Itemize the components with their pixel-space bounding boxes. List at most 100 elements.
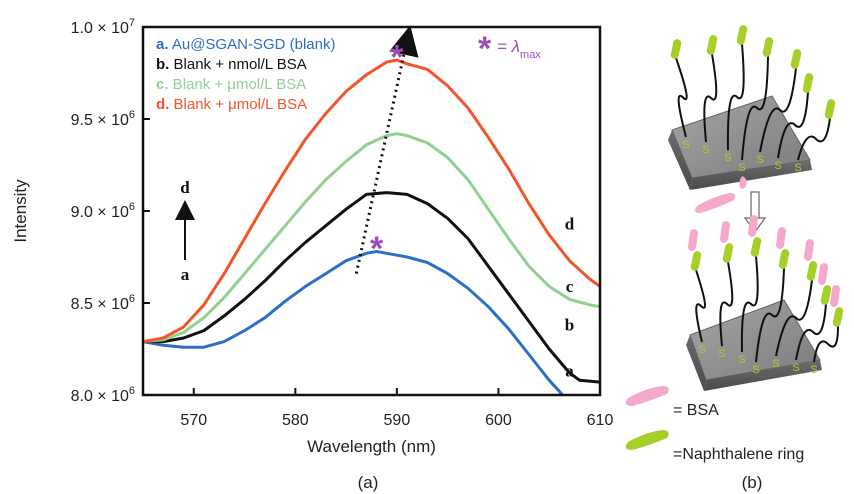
lambda-legend-text: = λmax — [497, 37, 541, 61]
x-tick-label: 590 — [384, 412, 411, 429]
bottom-sulfur-4: S — [752, 364, 759, 376]
curve-label-b: b — [565, 316, 574, 335]
y-tick-label: 8.0 × 106 — [71, 385, 135, 405]
bsa-icon — [625, 386, 669, 406]
top-sulfur-6: S — [774, 160, 781, 172]
x-tick-label: 580 — [282, 412, 309, 429]
bottom-chain-2 — [719, 261, 734, 347]
lambda-max-marker-1: * — [370, 230, 384, 268]
top-naphthalene-4 — [762, 37, 774, 57]
top-naphthalene-6 — [802, 73, 814, 93]
bottom-bsa-5 — [804, 239, 814, 261]
bottom-bsa-2 — [720, 221, 730, 243]
curve-label-a: a — [565, 362, 574, 381]
y-tick-label: 1.0 × 107 — [71, 17, 135, 37]
top-chain-7 — [797, 117, 831, 161]
chart-series-layer — [143, 58, 600, 395]
nanoparticle-top — [668, 95, 812, 190]
top-chain-6 — [777, 91, 809, 159]
bottom-chain-6 — [795, 303, 827, 361]
naphthalene-legend-label: =Naphthalene ring — [673, 446, 804, 463]
top-chain-1 — [675, 57, 688, 138]
lambda-legend-star: * — [478, 30, 492, 68]
bottom-sulfur-1: S — [698, 344, 705, 356]
top-sulfur-7: S — [794, 162, 801, 174]
bottom-naphthalene-6 — [820, 285, 832, 305]
naphthalene-icon — [625, 430, 669, 450]
panel-label-a: (a) — [358, 473, 379, 492]
bottom-chain-3 — [740, 255, 759, 353]
ligands-bottom: S S SS S S S — [688, 215, 844, 376]
curve-label-d: d — [565, 214, 575, 233]
chart-annotations: * * d a — [175, 25, 419, 284]
x-tick-label: 570 — [180, 412, 207, 429]
top-naphthalene-2 — [706, 35, 718, 55]
top-chain-4 — [741, 55, 769, 161]
series-line-b — [143, 191, 600, 384]
top-sulfur-2: S — [702, 144, 709, 156]
lambda-max-marker-2: * — [390, 39, 404, 77]
bottom-naphthalene-4 — [778, 249, 790, 269]
chart-legend: a. Au@SGAN-SGD (blank) b. Blank + nmol/L … — [156, 36, 335, 113]
y-tick-label: 9.5 × 106 — [71, 109, 135, 129]
bottom-naphthalene-7 — [832, 307, 844, 327]
nanoparticle-bottom — [686, 299, 822, 391]
intensity-chart: 570 580 590 600 610 8.0 × 106 8.5 × 106 9.0 × … — [11, 17, 613, 456]
series-line-a — [143, 250, 565, 395]
top-chain-2 — [703, 53, 718, 143]
trend-arrow — [354, 25, 419, 274]
top-naphthalene-1 — [670, 39, 682, 59]
bottom-naphthalene-1 — [690, 251, 702, 271]
y-axis-label: Intensity — [11, 179, 30, 243]
plot-frame — [141, 25, 602, 397]
x-tick-label: 610 — [587, 412, 614, 429]
bottom-naphthalene-5 — [806, 261, 818, 281]
bottom-chain-5 — [775, 279, 813, 357]
bsa-incoming — [695, 176, 747, 213]
arrow-indicator-bottom: a — [181, 265, 190, 284]
x-tick-labels: 570 580 590 600 610 — [180, 412, 613, 429]
bottom-bsa-7 — [830, 285, 840, 307]
legend-entry-2: b. Blank + nmol/L BSA — [156, 56, 307, 73]
x-axis-label: Wavelength (nm) — [307, 437, 436, 456]
bottom-bsa-6 — [818, 263, 828, 285]
bottom-sulfur-5: S — [772, 358, 779, 370]
bottom-sulfur-6: S — [792, 362, 799, 374]
legend-entry-1: a. Au@SGAN-SGD (blank) — [156, 36, 335, 53]
top-sulfur-3: S — [724, 152, 731, 164]
bottom-sulfur-3: S — [738, 354, 745, 366]
series-line-c — [143, 132, 600, 344]
y-tick-label: 8.5 × 106 — [71, 293, 135, 313]
bottom-bsa-3 — [748, 215, 758, 237]
legend-entry-3: c. Blank + μmol/L BSA — [156, 76, 306, 93]
bottom-naphthalene-2 — [722, 243, 734, 263]
legend-entry-4: d. Blank + μmol/L BSA — [156, 96, 307, 113]
bottom-bsa-4 — [776, 227, 786, 249]
curve-end-labels: a b c d — [565, 214, 575, 380]
top-sulfur-4: S — [738, 162, 745, 174]
top-naphthalene-7 — [824, 99, 836, 119]
top-chain-3 — [726, 43, 745, 151]
curve-label-c: c — [566, 277, 574, 296]
x-tick-label: 600 — [485, 412, 512, 429]
bottom-bsa-1 — [688, 229, 698, 251]
bottom-sulfur-7: S — [810, 364, 817, 376]
panel-label-b: (b) — [742, 473, 763, 492]
lambda-max-legend: * = λmax — [478, 30, 541, 68]
bottom-chain-1 — [695, 269, 706, 343]
schematic-legend-naphthalene: =Naphthalene ring — [625, 430, 804, 463]
y-tick-labels: 8.0 × 106 8.5 × 106 9.0 × 106 9.5 × 106 1.0 … — [71, 17, 135, 405]
top-sulfur-1: S — [682, 139, 689, 151]
top-naphthalene-5 — [790, 49, 802, 69]
bottom-chain-4 — [755, 267, 785, 363]
arrow-indicator-top: d — [180, 178, 190, 197]
bottom-naphthalene-3 — [750, 237, 762, 257]
bottom-chain-7 — [813, 325, 839, 363]
y-tick-label: 9.0 × 106 — [71, 201, 135, 221]
top-sulfur-5: S — [756, 154, 763, 166]
bottom-sulfur-2: S — [718, 348, 725, 360]
bsa-legend-label: = BSA — [673, 402, 719, 419]
